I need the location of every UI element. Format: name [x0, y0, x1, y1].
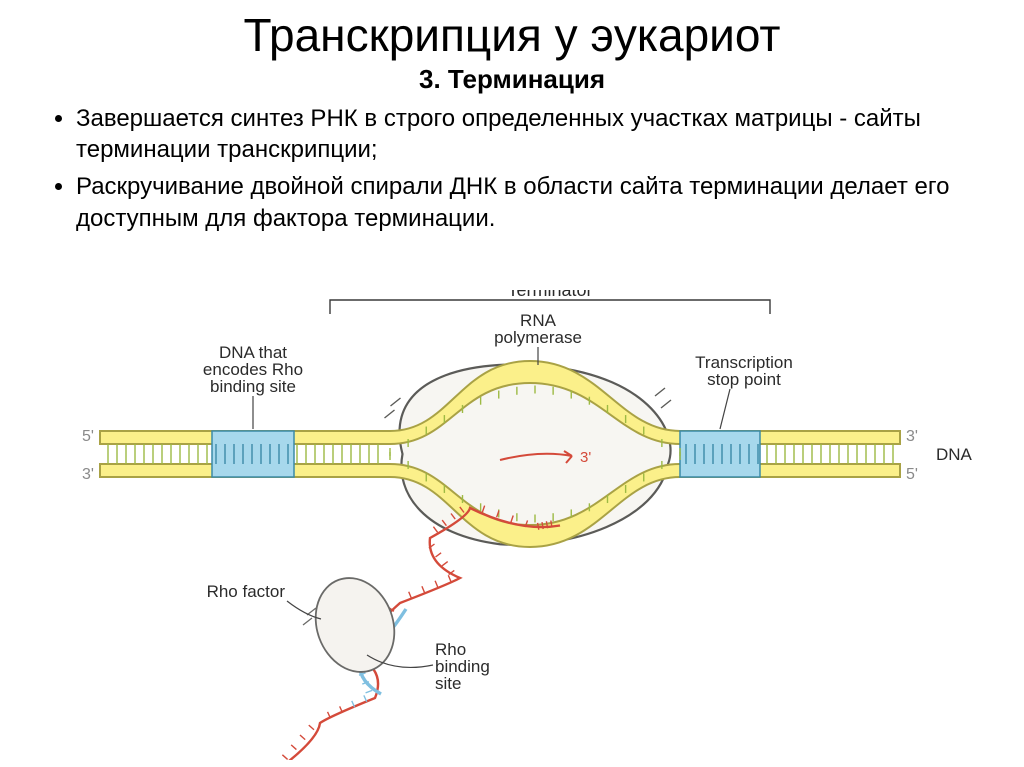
callout-rna-poly: RNApolymerase: [494, 311, 582, 365]
svg-text:Transcriptionstop point: Transcriptionstop point: [695, 353, 793, 389]
subtitle: 3. Терминация: [0, 64, 1024, 95]
callout-stop: Transcriptionstop point: [695, 353, 793, 429]
bullet-item: Завершается синтез РНК в строго определе…: [76, 103, 976, 165]
bullet-list: Завершается синтез РНК в строго определе…: [0, 95, 1024, 234]
svg-text:Rhobindingsite: Rhobindingsite: [435, 640, 490, 693]
transcription-diagram: Terminator 3' 5' 5': [0, 290, 1024, 760]
svg-text:DNA: DNA: [936, 445, 973, 464]
page-title: Транскрипция у эукариот: [0, 0, 1024, 62]
svg-text:3': 3': [82, 466, 94, 483]
bullet-item: Раскручивание двойной спирали ДНК в обла…: [76, 171, 976, 233]
svg-text:5': 5': [906, 466, 918, 483]
svg-text:3': 3': [906, 428, 918, 445]
svg-text:Rho factor: Rho factor: [207, 582, 286, 601]
svg-text:RNApolymerase: RNApolymerase: [494, 311, 582, 347]
svg-text:DNA thatencodes Rhobinding sit: DNA thatencodes Rhobinding site: [203, 343, 303, 396]
svg-text:5': 5': [82, 428, 94, 445]
callout-rho-factor: Rho factor: [207, 582, 321, 619]
callout-dna-rho: DNA thatencodes Rhobinding site: [203, 343, 303, 429]
svg-text:3': 3': [580, 449, 591, 466]
svg-text:Terminator: Terminator: [507, 290, 592, 300]
